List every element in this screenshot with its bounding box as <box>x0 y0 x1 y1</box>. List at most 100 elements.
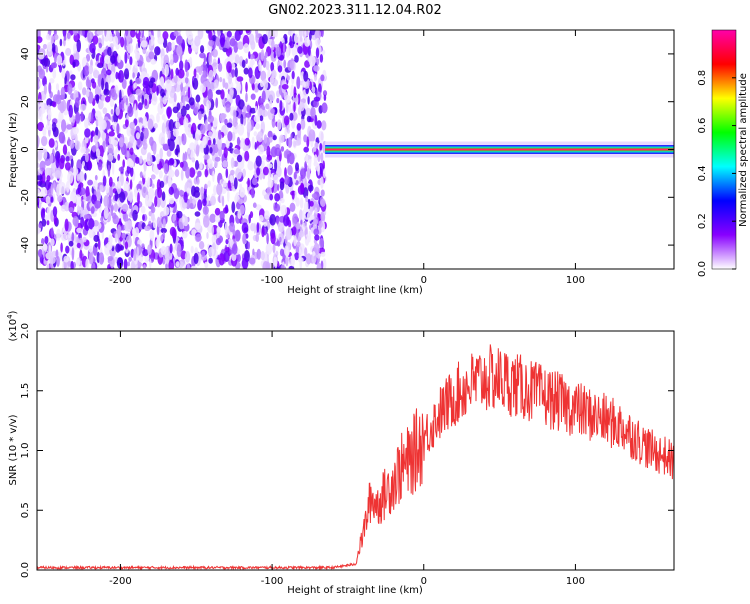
spectrogram-cell <box>204 119 208 131</box>
spectrogram-cell <box>304 60 311 68</box>
spectrogram-cell <box>241 257 249 269</box>
spectrogram-cell <box>254 141 258 150</box>
spectrogram-cell <box>173 75 178 84</box>
spectrogram-cell <box>52 101 57 108</box>
spectrogram-cell <box>274 203 281 212</box>
spectrogram-cell <box>86 195 93 202</box>
spectrogram-cell <box>283 115 290 126</box>
spectrogram-cell <box>200 186 205 196</box>
spectrogram-cell <box>220 89 225 100</box>
spectrogram-cell <box>283 59 287 69</box>
spectrogram-cell <box>280 264 285 269</box>
spectrogram-cell <box>193 68 197 78</box>
spectrogram-cell <box>75 258 81 267</box>
spectrogram-cell <box>248 33 255 46</box>
spectrogram-cell <box>176 35 183 45</box>
spectrogram-cell <box>58 131 66 144</box>
spectrogram-cell <box>189 202 194 210</box>
spectrogram-cell <box>269 193 274 201</box>
spectrogram-cell <box>316 58 320 66</box>
spectrogram-cell <box>219 33 226 46</box>
snr-x-tick-label: -200 <box>109 576 132 587</box>
spectrogram-cell <box>140 71 147 78</box>
spectrogram-cell <box>272 243 276 254</box>
spectrogram-cell <box>304 161 307 170</box>
spectrogram-cell <box>76 39 81 53</box>
colorbar-tick-label: 0.4 <box>697 165 708 181</box>
spectrogram-cell <box>293 101 296 113</box>
spectrogram-cell <box>188 97 195 106</box>
spectrogram-cell <box>245 145 249 151</box>
spectrogram-cell <box>59 38 63 47</box>
spectrogram-cell <box>245 112 252 118</box>
spectrogram-cell <box>179 60 184 71</box>
spectrogram-cell <box>239 204 245 215</box>
spectrogram-cell <box>82 87 87 96</box>
spectrogram-cell <box>50 196 54 203</box>
spectrogram-cell <box>305 107 312 117</box>
spectrogram-cell <box>198 241 205 250</box>
spectrogram-cell <box>200 45 205 54</box>
spectrogram-cell <box>85 258 89 269</box>
spectrogram-cell <box>268 100 273 108</box>
spectrogram-cell <box>279 134 285 143</box>
spectrogram-cell <box>195 144 200 157</box>
spectrogram-cell <box>242 233 247 245</box>
spectrogram-cell <box>271 39 275 51</box>
spectrogram-cell <box>148 51 155 60</box>
spectrogram-cell <box>140 205 146 214</box>
spectrogram-cell <box>298 30 303 38</box>
colorbar-ticks: 0.0 0.2 0.4 0.6 0.8 <box>697 70 736 277</box>
spectrogram-cell <box>166 150 172 157</box>
spectrogram-cell <box>60 233 68 242</box>
spectrogram-cell <box>207 115 214 123</box>
spectrogram-cell <box>90 206 95 214</box>
spectrogram-cell <box>88 64 94 75</box>
spectrogram-cell <box>307 184 314 192</box>
spectrogram-cell <box>257 144 265 155</box>
spectrogram-cell <box>191 157 196 163</box>
spectrogram-cell <box>52 126 59 138</box>
spectrogram-cell <box>72 192 77 204</box>
spectrogram-cell <box>120 245 124 251</box>
spectrogram-cell <box>191 185 196 197</box>
spectrogram-cell <box>108 134 115 146</box>
spectrogram-cell <box>129 79 133 86</box>
spectrogram-cell <box>293 86 297 99</box>
spectrogram-cell <box>76 236 79 244</box>
spectrogram-cell <box>193 106 199 115</box>
spectrogram-cell <box>322 168 326 179</box>
spectrogram-cell <box>118 137 124 148</box>
spectrogram-cell <box>265 103 270 110</box>
snr-y-axis-label: SNR (10 * v/v) <box>8 414 19 485</box>
spectrogram-cell <box>44 236 49 244</box>
spectrogram-cell <box>293 140 296 148</box>
spectrogram-cell <box>239 56 244 62</box>
spectrogram-cell <box>208 131 213 138</box>
spectrogram-cell <box>46 98 53 107</box>
spectrogram-cell <box>142 142 148 150</box>
spectrogram-cell <box>48 138 55 148</box>
snr-scale-exponent: 4 <box>6 314 14 319</box>
spectrogram-cell <box>229 175 234 183</box>
spectrogram-cell <box>285 246 289 258</box>
spectrogram-cell <box>94 174 98 181</box>
spectrogram-cell <box>90 131 94 140</box>
spectrogram-cell <box>225 204 229 214</box>
spectrogram-cell <box>245 58 248 65</box>
spectrogram-cell <box>160 234 164 242</box>
spectrogram-cell <box>149 258 152 269</box>
spectrogram-cell <box>315 37 321 47</box>
spectrogram-cell <box>83 214 90 220</box>
spectrogram-cell <box>320 30 324 38</box>
spectrogram-cell <box>266 186 272 195</box>
spectrogram-cell <box>195 129 202 141</box>
spectrogram-cell <box>180 169 184 181</box>
spectrogram-cell <box>92 69 100 79</box>
spectrogram-cell <box>91 78 95 84</box>
spectrogram-cell <box>276 119 282 131</box>
spectrogram-cell <box>222 160 228 168</box>
spectrogram-cell <box>275 165 282 178</box>
spectrogram-cell <box>299 197 304 209</box>
spectrogram-cell <box>251 136 255 149</box>
